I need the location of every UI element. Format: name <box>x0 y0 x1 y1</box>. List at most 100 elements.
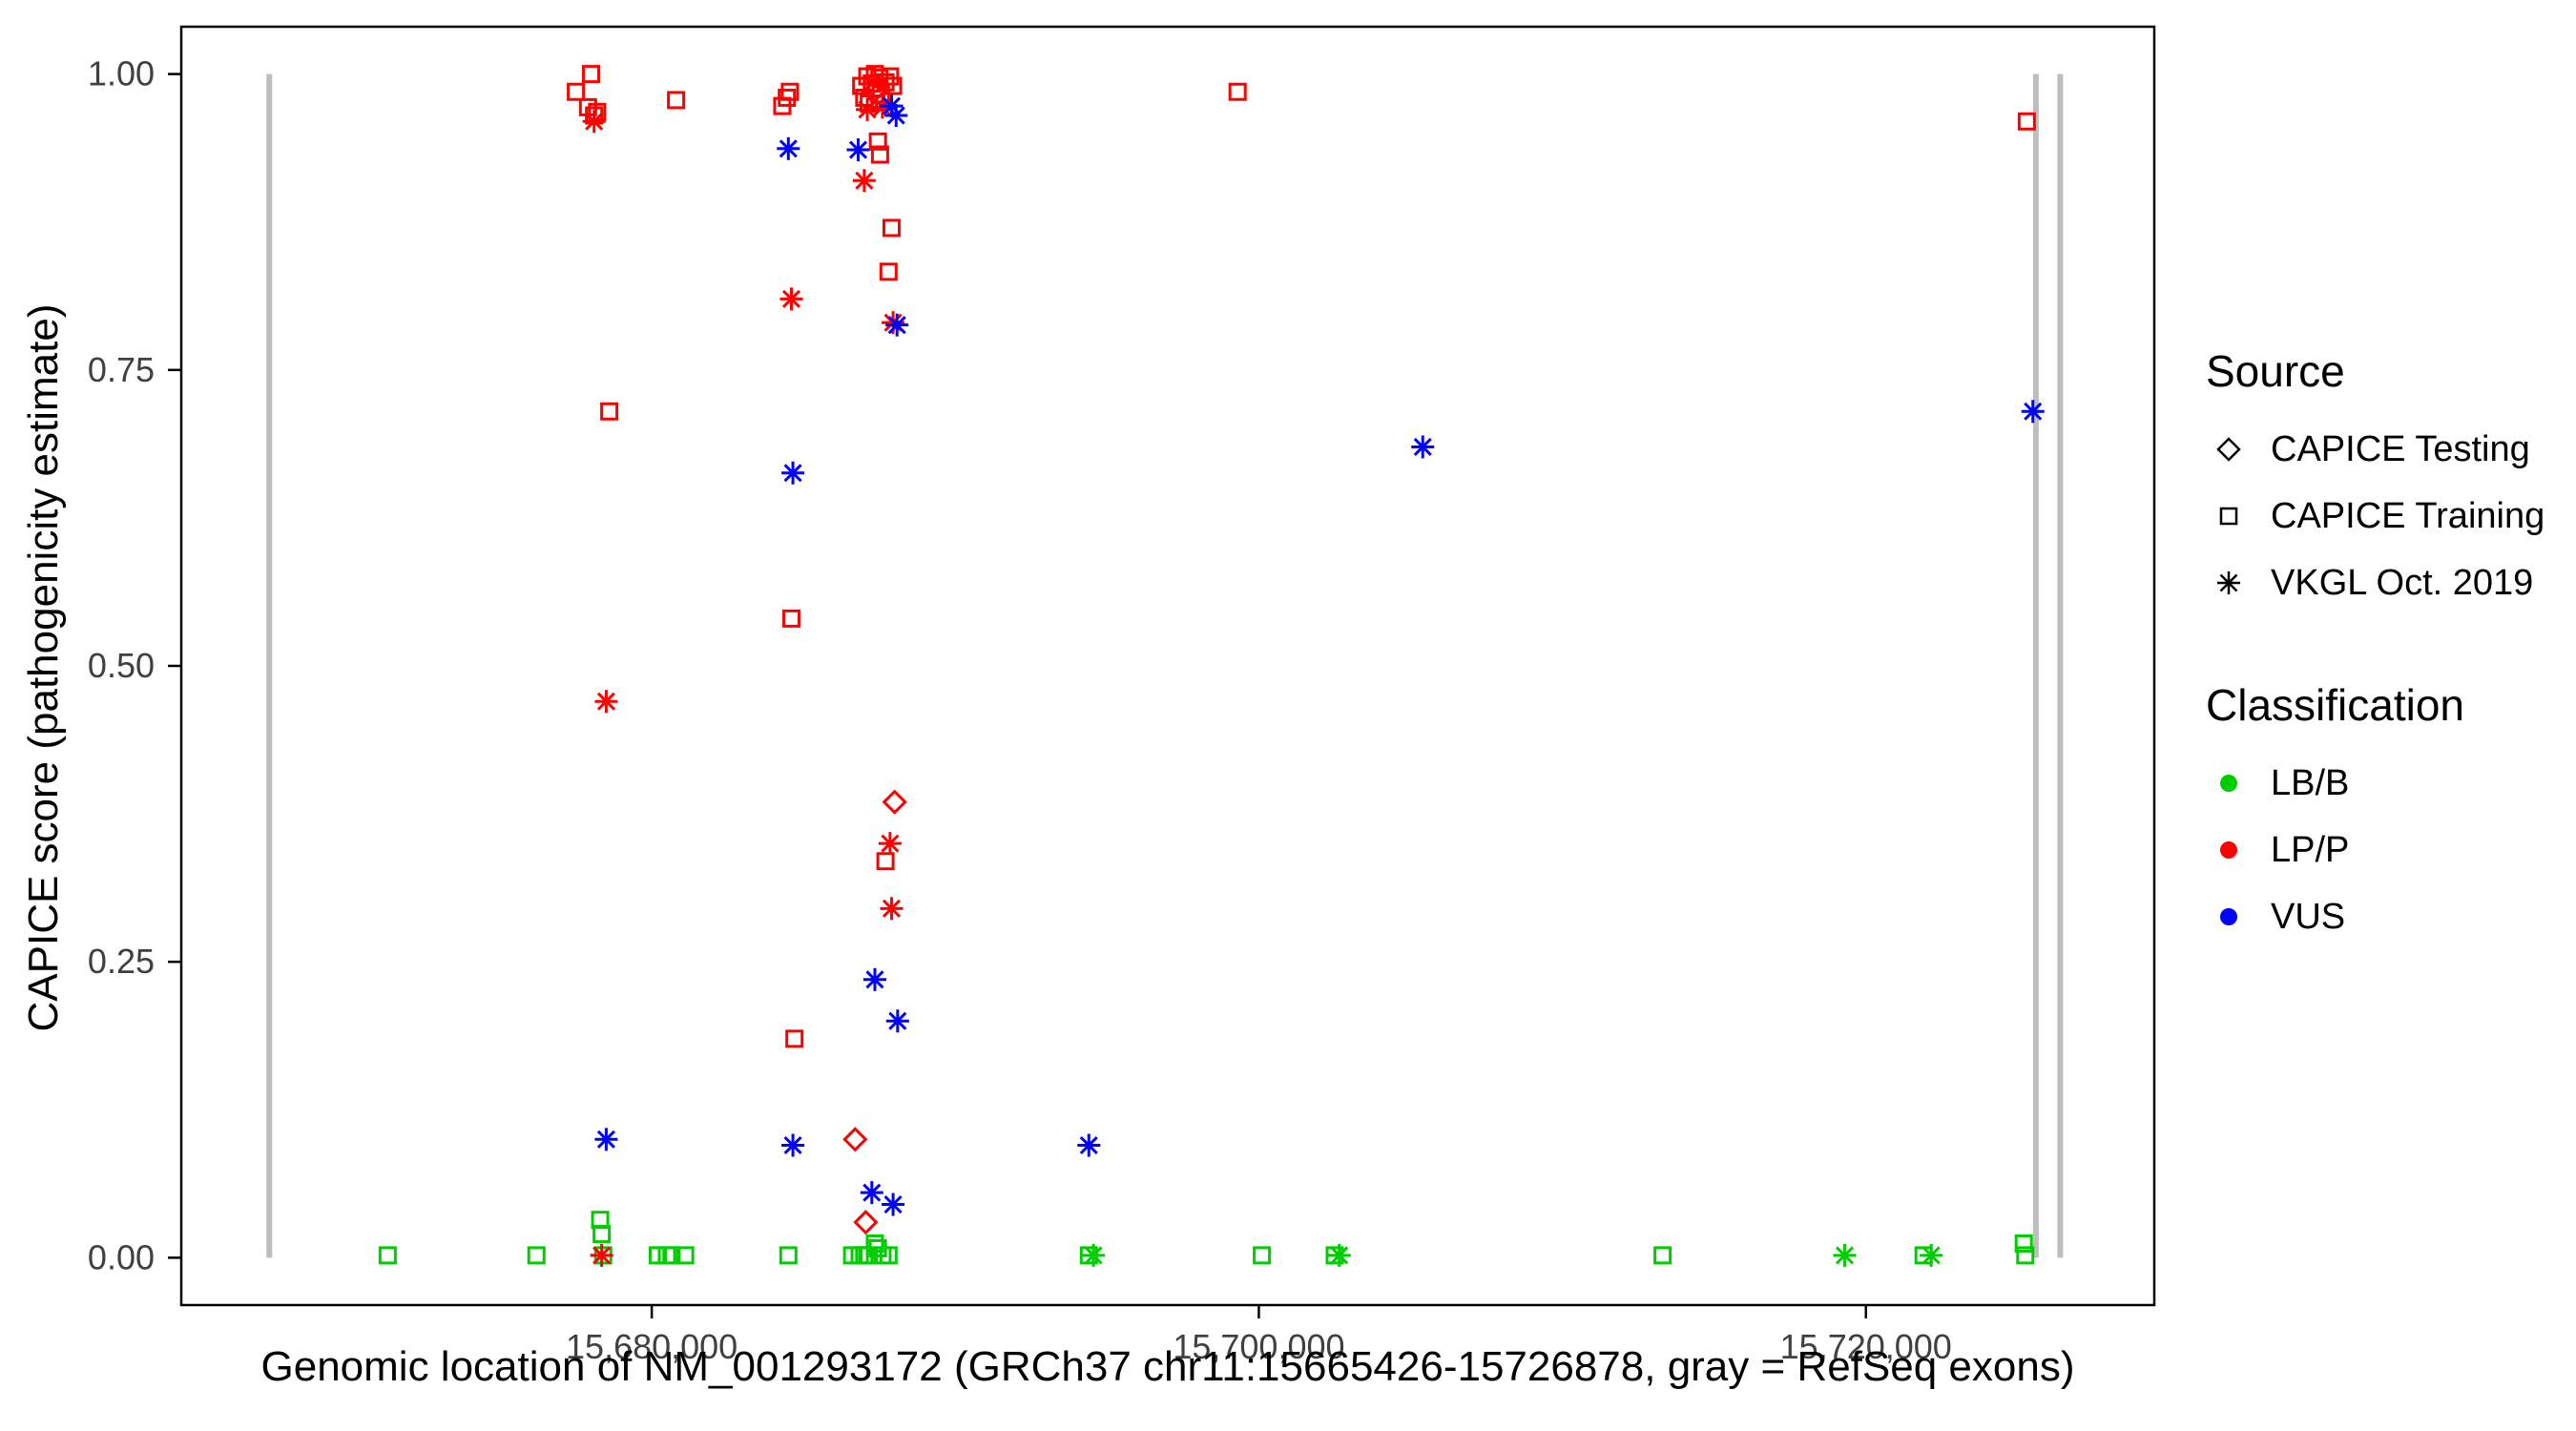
legend-source-items: CAPICE Testing CAPICE Training VKGL Oct. 2… <box>2206 416 2568 616</box>
data-point-circle <box>2220 775 2237 792</box>
data-point-asterisk <box>884 104 908 128</box>
data-point-asterisk <box>860 1181 883 1205</box>
data-point-diamond <box>853 1210 879 1235</box>
legend-item-label: CAPICE Testing <box>2271 428 2530 469</box>
legend-item-lbb: LB/B <box>2206 750 2568 817</box>
data-point-asterisk <box>779 287 803 311</box>
legend-item-vus: VUS <box>2206 883 2568 950</box>
data-point-square <box>879 1246 898 1265</box>
asterisk-icon <box>2217 571 2240 594</box>
data-point-asterisk <box>878 832 902 856</box>
data-point-square <box>1653 1246 1672 1265</box>
data-point-square <box>1228 82 1247 101</box>
legend-item-label: LP/P <box>2271 829 2350 870</box>
data-point-square <box>1253 1246 1272 1265</box>
legend-item-label: VKGL Oct. 2019 <box>2271 562 2534 603</box>
y-tick-label: 0.25 <box>88 942 155 981</box>
data-point-asterisk <box>2021 400 2045 424</box>
data-point-square <box>378 1246 397 1265</box>
y-tick-label: 1.00 <box>88 54 155 93</box>
data-point-asterisk <box>1920 1243 1943 1267</box>
data-point-asterisk <box>862 967 886 991</box>
data-point-square <box>527 1246 546 1265</box>
data-point-square <box>657 1246 676 1265</box>
data-point-asterisk <box>777 136 800 160</box>
data-point-square <box>785 1029 804 1048</box>
data-point-asterisk <box>781 1133 805 1157</box>
data-point-asterisk <box>1411 435 1435 459</box>
y-tick-label: 0.50 <box>88 646 155 685</box>
data-point-square <box>876 852 895 871</box>
data-point-square <box>2016 1246 2035 1265</box>
data-point-square <box>667 91 686 110</box>
data-point-square <box>780 82 800 101</box>
legend-classification-group: Classification LB/B LP/P VUS <box>2206 679 2568 950</box>
data-point-asterisk <box>1077 1133 1101 1157</box>
data-point-square <box>592 1225 612 1244</box>
data-point-asterisk <box>885 313 909 337</box>
y-tick-label: 0.00 <box>88 1237 155 1276</box>
data-point-asterisk <box>846 138 870 162</box>
data-point-square <box>600 402 619 421</box>
color-dot-icon <box>2220 775 2237 792</box>
data-point-square <box>582 65 601 84</box>
data-point-diamond <box>2216 437 2241 462</box>
legend-item-label: CAPICE Training <box>2271 495 2545 536</box>
data-point-square <box>2017 112 2036 131</box>
data-point-asterisk <box>594 690 618 714</box>
data-point-square <box>778 88 797 107</box>
legend-item-label: VUS <box>2271 896 2346 937</box>
data-point-diamond <box>882 789 907 815</box>
data-point-square <box>881 67 900 86</box>
data-point-square <box>781 609 800 628</box>
legend-classification-items: LB/B LP/P VUS <box>2206 750 2568 950</box>
data-point-asterisk <box>1082 1243 1106 1267</box>
legend: Source CAPICE Testing CAPICE Training VKGL… <box>2206 345 2568 1013</box>
x-tick-label: 15,700,000 <box>1173 1327 1344 1366</box>
x-tick-label: 15,720,000 <box>1780 1327 1952 1366</box>
data-point-square <box>2219 507 2238 526</box>
legend-item-label: LB/B <box>2271 762 2350 803</box>
data-point-circle <box>2220 908 2237 925</box>
data-point-asterisk <box>781 461 805 485</box>
legend-item-diamond: CAPICE Testing <box>2206 416 2568 483</box>
data-point-asterisk <box>856 97 880 121</box>
legend-item-square: CAPICE Training <box>2206 483 2568 550</box>
data-point-square <box>883 76 903 95</box>
data-point-square <box>882 218 901 238</box>
legend-item-asterisk: VKGL Oct. 2019 <box>2206 550 2568 616</box>
data-point-square <box>2014 1234 2033 1253</box>
data-point-square <box>879 262 898 281</box>
data-point-square <box>870 145 889 164</box>
data-point-circle <box>2220 841 2237 859</box>
y-tick-label: 0.75 <box>88 350 155 389</box>
data-point-square <box>662 1246 681 1265</box>
data-point-square <box>649 1246 668 1265</box>
data-point-asterisk <box>590 1243 613 1267</box>
legend-source-title: Source <box>2206 346 2345 396</box>
data-point-asterisk <box>880 897 904 921</box>
x-axis-label: Genomic location of NM_001293172 (GRCh37… <box>260 1343 2075 1390</box>
data-point-asterisk <box>2217 571 2240 594</box>
color-dot-icon <box>2220 908 2237 925</box>
legend-source-group: Source CAPICE Testing CAPICE Training VKGL… <box>2206 345 2568 616</box>
data-point-asterisk <box>1327 1243 1351 1267</box>
data-point-asterisk <box>885 1009 909 1033</box>
data-point-asterisk <box>594 1128 618 1151</box>
data-point-square <box>779 1246 798 1265</box>
y-axis-label: CAPICE score (pathogenicity estimate) <box>20 303 67 1032</box>
legend-classification-title: Classification <box>2206 680 2464 730</box>
data-point-asterisk <box>852 169 876 193</box>
legend-item-lpp: LP/P <box>2206 817 2568 883</box>
color-dot-icon <box>2220 841 2237 859</box>
square-icon <box>2219 507 2238 526</box>
data-point-square <box>868 132 887 151</box>
data-point-asterisk <box>582 110 606 134</box>
data-point-square <box>567 82 586 101</box>
data-point-diamond <box>842 1127 868 1152</box>
data-point-asterisk <box>1833 1243 1857 1267</box>
diamond-icon <box>2216 437 2241 462</box>
x-tick-label: 15,680,000 <box>566 1327 737 1366</box>
panel-border <box>179 25 2156 1307</box>
